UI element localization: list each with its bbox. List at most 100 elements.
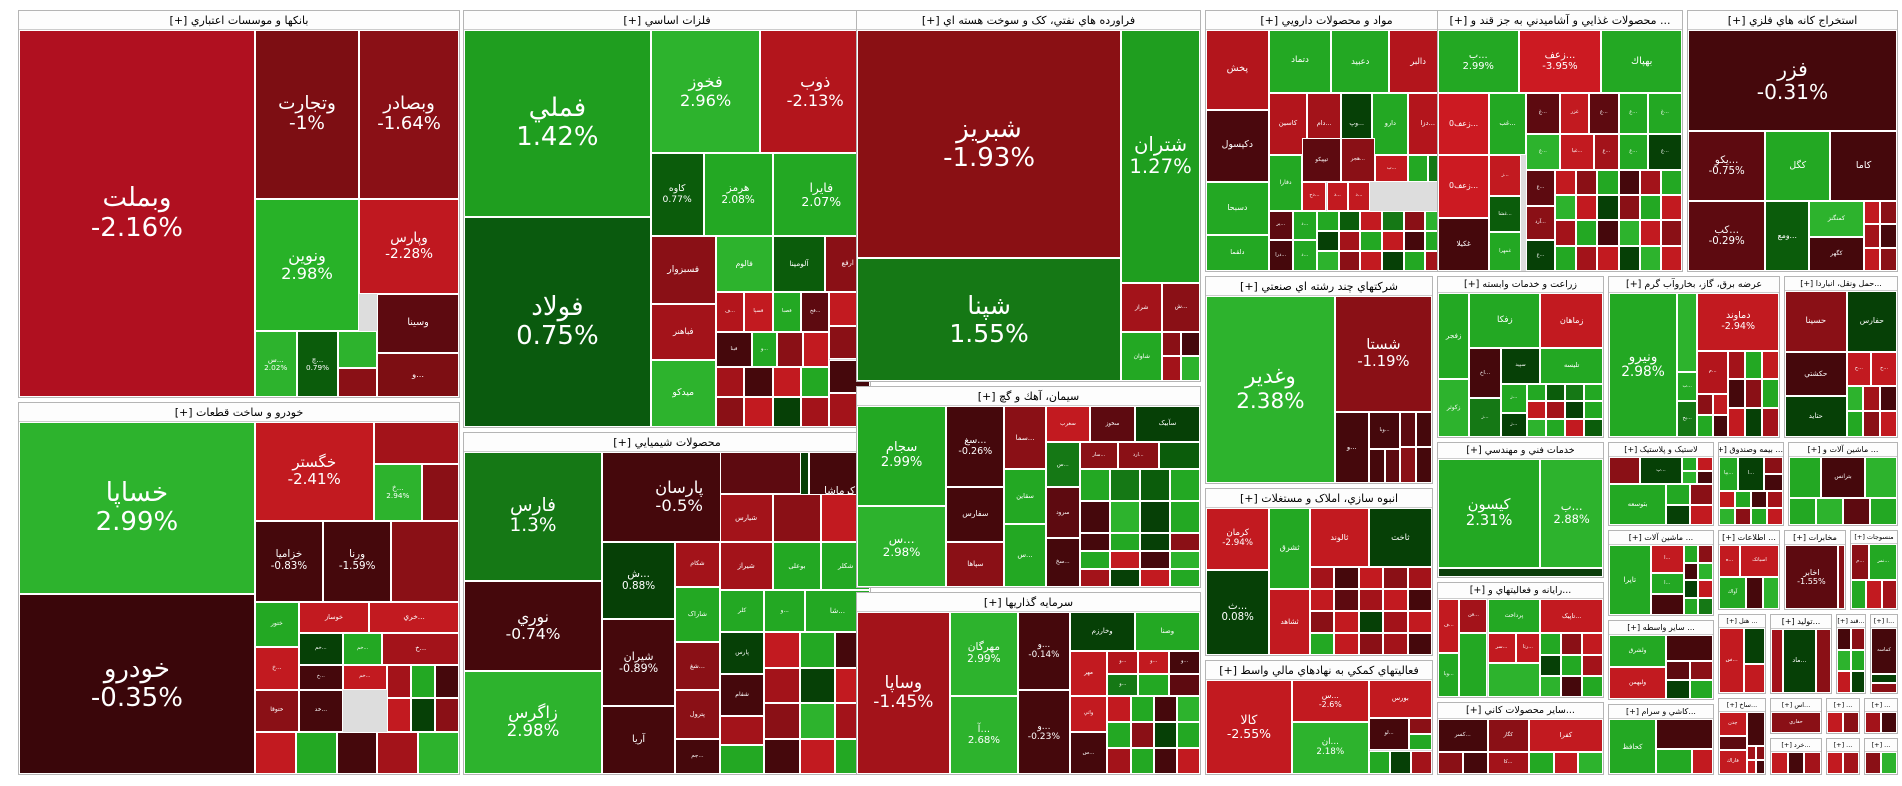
treemap-tile[interactable]: وصنا — [1134, 612, 1200, 651]
treemap-tile[interactable]: شراز — [1121, 282, 1163, 332]
treemap-tile[interactable]: ...خ 2.94% — [373, 464, 423, 521]
treemap-tile[interactable]: شستا -1.19% — [1334, 296, 1432, 412]
treemap-tile-small[interactable] — [1169, 550, 1200, 569]
treemap-tile[interactable]: ...ب — [1374, 155, 1409, 182]
treemap-tile[interactable]: ...ان 2.18% — [1291, 722, 1369, 774]
sector-header-rubber-plastic[interactable]: لاستیک و پلاستیک [+] — [1609, 443, 1713, 457]
treemap-tile[interactable]: ...وبا — [1368, 411, 1401, 450]
treemap-tile-small[interactable] — [719, 716, 765, 745]
treemap-tile-small[interactable] — [1578, 752, 1603, 774]
treemap-tile[interactable]: فایرا 2.07% — [772, 153, 870, 237]
treemap-tile[interactable]: دماوند -2.94% — [1697, 293, 1779, 351]
treemap-tile[interactable] — [1459, 633, 1488, 697]
treemap-tile[interactable]: ...و — [1107, 673, 1139, 697]
treemap-tile-small[interactable] — [1176, 748, 1200, 774]
treemap-tile-small[interactable] — [1528, 752, 1554, 774]
treemap-tile-small[interactable] — [1409, 734, 1432, 751]
treemap-tile-small[interactable] — [1762, 577, 1779, 609]
treemap-tile[interactable]: ...ا — [1650, 545, 1684, 573]
sector-header-engineering[interactable]: خدمات فني و مهندسي [+] — [1438, 443, 1603, 459]
treemap-tile[interactable] — [1816, 629, 1831, 693]
treemap-tile[interactable] — [1744, 663, 1765, 693]
sector-header-machinery[interactable]: ... ماشین آلات [+] — [1609, 531, 1713, 545]
treemap-tile[interactable]: ...ز — [1500, 412, 1528, 437]
treemap-tile[interactable] — [1864, 457, 1897, 498]
treemap-tile[interactable] — [1655, 719, 1713, 750]
treemap-tile-small[interactable] — [1381, 230, 1404, 251]
treemap-tile[interactable]: ...چ 0.79% — [296, 330, 339, 397]
treemap-tile-small[interactable] — [1771, 752, 1788, 774]
treemap-tile[interactable]: زماهان — [1540, 293, 1603, 348]
treemap-tile-small[interactable] — [1846, 411, 1864, 437]
treemap-tile-small[interactable] — [1618, 220, 1640, 246]
treemap-tile-small[interactable] — [1735, 491, 1751, 508]
treemap-tile-small[interactable] — [1109, 532, 1140, 551]
treemap-tile[interactable]: ...غیا — [1560, 133, 1595, 170]
treemap-tile[interactable]: میدکو — [650, 359, 716, 427]
treemap-tile[interactable]: دعبید — [1331, 30, 1390, 93]
treemap-tile[interactable]: ...کسر — [1438, 719, 1488, 752]
sector-header-investments[interactable]: سرمایه گذاریها [+] — [857, 593, 1200, 612]
treemap-tile-small[interactable] — [1153, 748, 1177, 774]
treemap-tile[interactable]: ...س — [1045, 442, 1080, 488]
treemap-tile[interactable]: وغدیر 2.38% — [1206, 296, 1335, 483]
treemap-tile-small[interactable] — [336, 731, 378, 774]
treemap-tile-small[interactable] — [1309, 566, 1335, 589]
treemap-tile[interactable]: ...خم — [342, 664, 387, 690]
treemap-tile-small[interactable] — [1689, 660, 1713, 680]
treemap-tile[interactable]: ...غ — [1647, 133, 1682, 170]
treemap-tile-small[interactable] — [1416, 447, 1432, 483]
treemap-tile[interactable] — [1677, 293, 1698, 373]
treemap-tile[interactable]: کیسون 2.31% — [1438, 459, 1541, 568]
treemap-tile-small[interactable] — [1400, 447, 1417, 483]
treemap-tile[interactable]: ...اخ — [1469, 347, 1501, 399]
treemap-tile-small[interactable] — [1162, 356, 1182, 381]
sector-header-transport[interactable]: ...حمل ونقل، انباردا [+] — [1785, 277, 1897, 291]
treemap-tile-small[interactable] — [1403, 230, 1426, 251]
treemap-tile-small[interactable] — [1618, 195, 1640, 221]
treemap-tile-small[interactable] — [1381, 210, 1404, 231]
treemap-tile-small[interactable] — [1582, 675, 1603, 697]
treemap-tile-small[interactable] — [1666, 484, 1690, 505]
treemap-tile[interactable]: شتران 1.27% — [1121, 30, 1200, 283]
treemap-tile[interactable]: ...س 2.02% — [254, 330, 297, 397]
treemap-tile-small[interactable] — [1381, 250, 1404, 271]
treemap-tile[interactable]: ...سما — [1004, 406, 1046, 470]
treemap-tile[interactable]: ...فن — [1459, 599, 1488, 634]
sector-header-textiles[interactable]: منسوجات [+] — [1851, 531, 1897, 544]
treemap-tile[interactable]: ...س — [1719, 628, 1745, 693]
treemap-tile[interactable]: ثشرق — [1269, 508, 1310, 589]
treemap-tile-small[interactable] — [1546, 419, 1566, 437]
treemap-tile-small[interactable] — [1316, 250, 1339, 271]
treemap-tile-small[interactable] — [1755, 746, 1765, 761]
treemap-tile-small[interactable] — [1698, 580, 1713, 598]
treemap-tile-small[interactable] — [1763, 474, 1783, 491]
treemap-tile[interactable]: ...ح — [1871, 352, 1897, 386]
treemap-tile[interactable]: فسپا — [744, 292, 773, 332]
treemap-tile[interactable]: شفام — [719, 674, 765, 717]
treemap-tile[interactable]: ثشاهد — [1269, 588, 1310, 655]
sector-header-agriculture[interactable]: زراعت و خدمات وابسته [+] — [1438, 277, 1603, 293]
treemap-tile[interactable]: حسینا — [1785, 291, 1847, 353]
treemap-tile[interactable]: ...ماد — [1783, 629, 1816, 693]
treemap-tile-small[interactable] — [1880, 385, 1897, 412]
treemap-tile[interactable]: ...غشا — [1489, 196, 1521, 233]
treemap-tile-small[interactable] — [1660, 195, 1682, 221]
treemap-tile-small[interactable] — [1597, 220, 1619, 246]
treemap-tile-small[interactable] — [1139, 501, 1170, 533]
treemap-tile[interactable] — [1487, 662, 1541, 697]
treemap-tile[interactable]: زکوثر — [1438, 379, 1470, 437]
treemap-tile-small[interactable] — [1316, 230, 1339, 251]
sector-header-pharma[interactable]: مواد و محصولات دارويي [+] — [1206, 11, 1447, 30]
treemap-tile[interactable]: شپنا 1.55% — [857, 258, 1122, 381]
treemap-tile[interactable]: ...سخ — [1045, 538, 1080, 587]
treemap-tile-small[interactable] — [1561, 675, 1583, 697]
treemap-tile-small[interactable] — [1576, 195, 1598, 221]
treemap-tile[interactable]: ...خ — [382, 633, 459, 665]
treemap-tile-small[interactable] — [1851, 649, 1865, 672]
treemap-tile-small[interactable] — [1416, 411, 1432, 448]
treemap-tile-small[interactable] — [1384, 449, 1401, 483]
sector-header-autos[interactable]: خودرو و ساخت قطعات [+] — [19, 403, 459, 422]
treemap-tile[interactable] — [338, 330, 378, 368]
treemap-tile[interactable]: ...ا — [1650, 573, 1684, 594]
